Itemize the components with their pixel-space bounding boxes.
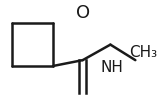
Text: NH: NH <box>101 60 124 75</box>
Text: CH₃: CH₃ <box>130 45 158 60</box>
Text: O: O <box>76 4 90 22</box>
